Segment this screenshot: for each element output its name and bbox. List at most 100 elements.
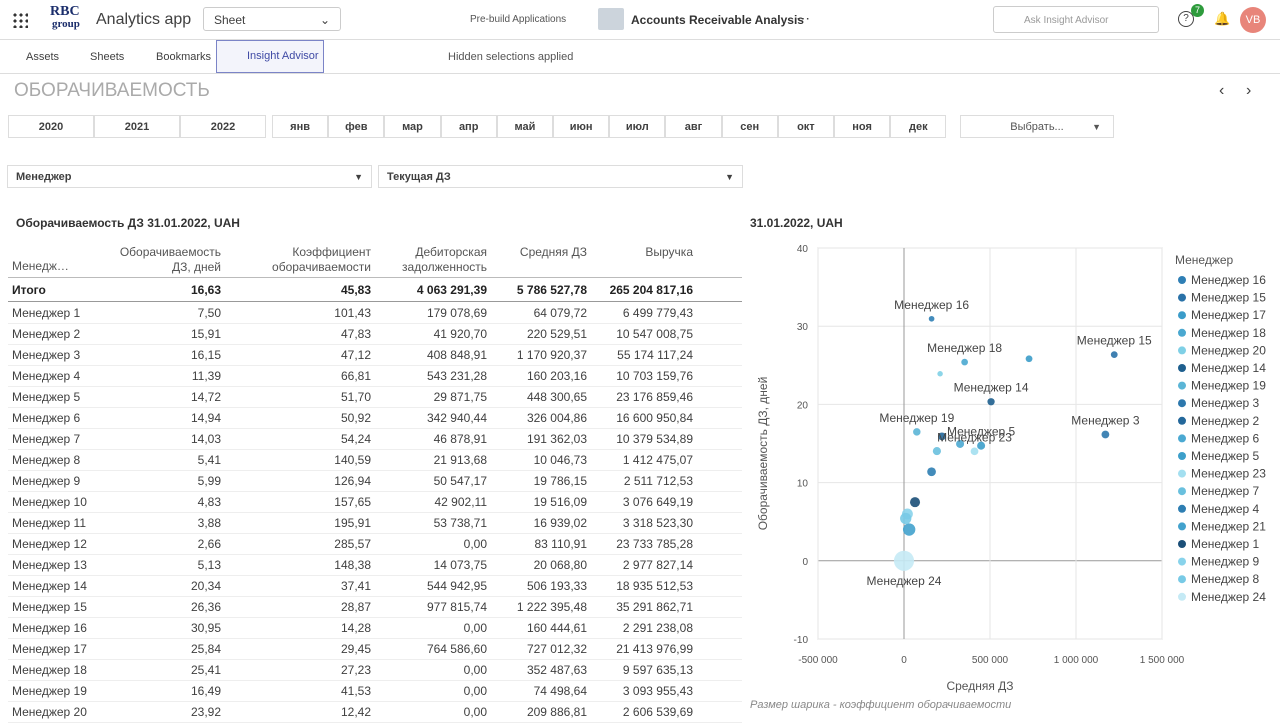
table-row — [8, 659, 742, 681]
logo[interactable]: RBC group — [50, 4, 80, 31]
table-cell: 140,59 — [334, 453, 371, 467]
table-cell: 12,42 — [340, 705, 371, 719]
month-button[interactable]: окт — [777, 115, 834, 138]
table-row — [8, 365, 742, 387]
year-button[interactable]: 2021 — [94, 115, 180, 138]
app-name: Analytics app — [96, 11, 192, 28]
column-header[interactable]: Менедж… — [12, 259, 69, 273]
month-button[interactable]: май — [496, 115, 553, 138]
legend-swatch — [1178, 452, 1186, 460]
row-label: Менеджер 18 — [12, 663, 87, 677]
legend-swatch — [1178, 469, 1186, 478]
month-button[interactable]: апр — [440, 115, 497, 138]
table-cell: 543 231,28 — [426, 369, 487, 383]
chart-title: 31.01.2022, UAH — [750, 216, 843, 230]
search-box[interactable]: Ask Insight Advisor — [993, 6, 1159, 33]
row-label: Менеджер 20 — [12, 705, 87, 719]
table-row — [8, 680, 742, 702]
data-point — [913, 428, 921, 436]
month-button[interactable]: фев — [328, 115, 385, 138]
legend-label: Менеджер 8 — [1191, 572, 1260, 586]
bell-icon[interactable]: 🔔 — [1214, 11, 1231, 26]
legend-swatch — [1178, 399, 1186, 408]
column-header[interactable]: Средняя ДЗ — [519, 245, 587, 259]
sheets-button[interactable]: Sheets — [90, 51, 125, 63]
column-header[interactable]: Оборачиваемость ДЗ, дней — [119, 245, 221, 274]
row-label: Менеджер 11 — [12, 516, 87, 530]
month-button[interactable]: июл — [609, 115, 666, 138]
legend-label: Менеджер 2 — [1191, 414, 1260, 428]
data-point — [937, 371, 943, 377]
view-label: Sheet — [214, 13, 246, 27]
month-button[interactable]: мар — [384, 115, 441, 138]
table-cell: 2 606 539,69 — [622, 705, 693, 719]
table-cell: 25,84 — [190, 642, 221, 656]
row-label: Менеджер 3 — [12, 348, 81, 362]
legend-label: Менеджер 19 — [1191, 379, 1266, 393]
table-cell: 42 902,11 — [434, 495, 488, 509]
table-cell: 10 046,73 — [533, 453, 587, 467]
point-label: Менеджер 5 — [947, 425, 1016, 439]
column-header[interactable]: Дебиторская задолженность — [402, 245, 487, 274]
month-button[interactable]: дек — [890, 115, 947, 138]
table-cell: 51,70 — [340, 390, 371, 404]
table-cell: 0,00 — [463, 537, 487, 551]
manager-filter[interactable]: Менеджер ▼ — [7, 165, 372, 188]
table-cell: 209 886,81 — [526, 705, 587, 719]
table-cell: 544 942,95 — [426, 579, 487, 593]
x-axis-title: Средняя ДЗ — [946, 679, 1013, 693]
view-select[interactable]: Sheet ⌄ — [203, 7, 341, 31]
table-cell: 18 935 512,53 — [616, 579, 693, 593]
more-icon[interactable]: ⋯ — [796, 10, 810, 26]
legend-label: Менеджер 1 — [1191, 537, 1260, 551]
date-picker[interactable]: Выбрать... ▼ — [960, 115, 1114, 138]
data-point — [987, 398, 995, 406]
data-point — [956, 439, 965, 448]
table-cell: 41,53 — [340, 684, 371, 698]
ar-filter[interactable]: Текущая ДЗ ▼ — [378, 165, 743, 188]
legend-label: Менеджер 18 — [1191, 326, 1266, 340]
legend-label: Менеджер 16 — [1191, 273, 1266, 287]
row-label: Менеджер 4 — [12, 369, 81, 383]
prev-sheet[interactable]: ‹ — [1219, 82, 1225, 99]
filter-label: Текущая ДЗ — [387, 170, 451, 183]
insight-advisor-button[interactable]: Insight Advisor — [216, 40, 324, 73]
y-tick-label: 10 — [797, 479, 809, 490]
logo-top: RBC — [50, 4, 80, 19]
y-tick-label: -10 — [794, 635, 809, 646]
avatar[interactable]: VB — [1240, 7, 1266, 33]
row-label: Менеджер 8 — [12, 453, 81, 467]
table-cell: 10 547 008,75 — [616, 327, 693, 341]
column-header[interactable]: Выручка — [645, 245, 693, 259]
table-cell: 23,92 — [190, 705, 221, 719]
month-button[interactable]: янв — [272, 115, 329, 138]
table-row — [8, 302, 742, 324]
row-label: Менеджер 1 — [12, 306, 81, 320]
assets-button[interactable]: Assets — [26, 51, 60, 63]
table-row — [8, 596, 742, 618]
prebuild-link[interactable]: Pre-build Applications — [470, 14, 567, 25]
next-sheet[interactable]: › — [1246, 82, 1252, 99]
table-cell: 101,43 — [334, 306, 371, 320]
help-icon[interactable]: ? — [1178, 11, 1194, 27]
year-button[interactable]: 2022 — [180, 115, 266, 138]
table-cell: 27,23 — [340, 663, 371, 677]
table-row — [8, 449, 742, 471]
legend-label: Менеджер 15 — [1191, 291, 1266, 305]
month-button[interactable]: сен — [721, 115, 778, 138]
month-button[interactable]: июн — [553, 115, 610, 138]
legend-label: Менеджер 6 — [1191, 431, 1260, 445]
table-cell: 285,57 — [334, 537, 371, 551]
table-title: Оборачиваемость ДЗ 31.01.2022, UAH — [16, 216, 240, 230]
table-cell: 352 487,63 — [526, 663, 587, 677]
footnote: Размер шарика - коэффициент оборачиваемо… — [750, 699, 1011, 711]
year-button[interactable]: 2020 — [8, 115, 94, 138]
bookmarks-button[interactable]: Bookmarks — [156, 51, 212, 63]
table-cell: 3 093 955,43 — [622, 684, 693, 698]
month-button[interactable]: ноя — [834, 115, 891, 138]
column-header[interactable]: Коэффициент оборачиваемости — [272, 245, 371, 274]
table-cell: 3,88 — [197, 516, 221, 530]
month-button[interactable]: авг — [665, 115, 722, 138]
menu-icon[interactable] — [12, 12, 28, 28]
table-cell: 6 499 779,43 — [622, 306, 693, 320]
